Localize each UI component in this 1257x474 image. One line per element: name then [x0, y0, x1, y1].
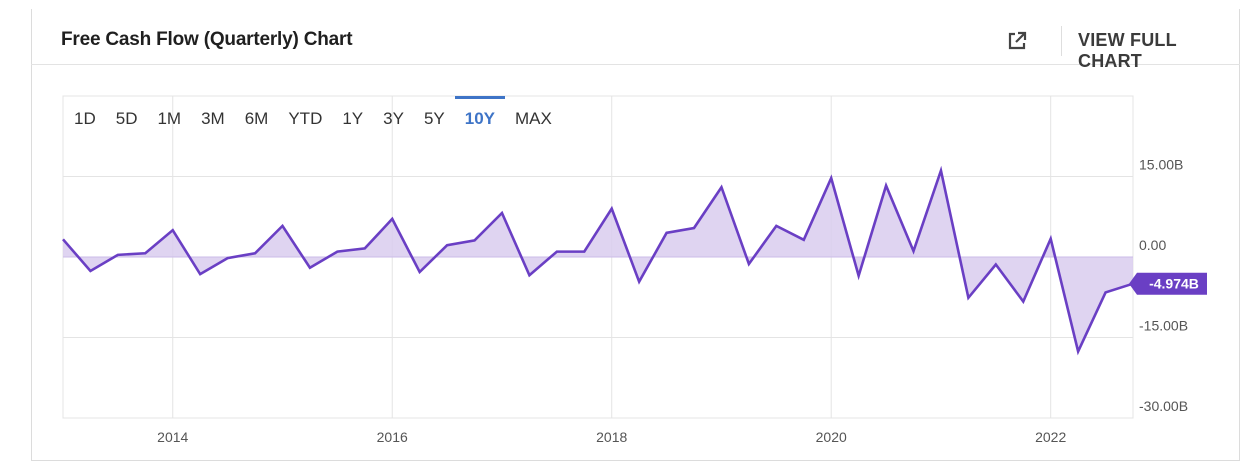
- data-point: [334, 249, 340, 255]
- view-full-chart-link[interactable]: VIEW FULL CHART: [1078, 30, 1177, 71]
- data-point: [252, 250, 258, 256]
- range-selector: 1D 5D 1M 3M 6M YTD 1Y 3Y 5Y 10Y MAX: [64, 96, 562, 136]
- data-point: [993, 262, 999, 268]
- y-tick-label: 0.00: [1139, 237, 1166, 253]
- y-tick-label: 15.00B: [1139, 157, 1183, 173]
- data-point: [526, 272, 532, 278]
- data-point: [170, 227, 176, 233]
- x-tick-label: 2022: [1035, 429, 1066, 445]
- last-value-badge: [1129, 272, 1207, 295]
- data-point: [664, 230, 670, 236]
- data-point: [225, 255, 231, 261]
- external-link-icon[interactable]: [1006, 30, 1028, 52]
- chart-axis-labels: 15.00B 0.00 -15.00B -30.00B 2014 2016 2018 2020…: [157, 157, 1188, 446]
- data-point: [746, 261, 752, 267]
- range-button-5d[interactable]: 5D: [115, 109, 138, 128]
- data-point: [965, 295, 971, 301]
- header-divider: [1061, 26, 1062, 56]
- y-tick-label: -15.00B: [1139, 318, 1188, 334]
- data-point: [417, 269, 423, 275]
- range-button-3m[interactable]: 3M: [201, 109, 225, 128]
- data-point: [883, 183, 889, 189]
- data-point: [1048, 236, 1054, 242]
- data-point: [279, 223, 285, 229]
- range-button-1m[interactable]: 1M: [157, 109, 182, 128]
- range-button-5y[interactable]: 5Y: [423, 109, 445, 128]
- last-value-label: -4.974B: [1149, 276, 1199, 292]
- range-button-3y[interactable]: 3Y: [383, 109, 404, 128]
- data-point: [636, 279, 642, 285]
- chart-title: Free Cash Flow (Quarterly) Chart: [61, 29, 353, 50]
- chart-area-series: [62, 165, 1134, 356]
- chart-marks: -4.974B: [60, 168, 1207, 354]
- data-point: [499, 210, 505, 216]
- data-point: [801, 237, 807, 243]
- data-point: [472, 237, 478, 243]
- range-button-1d[interactable]: 1D: [74, 109, 96, 128]
- series-line: [62, 165, 1134, 356]
- x-tick-label: 2016: [377, 429, 408, 445]
- chart-panel: [31, 9, 1240, 461]
- data-point: [307, 265, 313, 271]
- data-point: [115, 252, 121, 258]
- data-point: [1020, 299, 1026, 305]
- data-point: [60, 236, 66, 242]
- range-button-1y[interactable]: 1Y: [342, 109, 364, 128]
- data-point: [938, 168, 944, 174]
- data-point: [856, 273, 862, 279]
- data-point: [1103, 289, 1109, 295]
- x-tick-label: 2020: [816, 429, 847, 445]
- data-point: [197, 271, 203, 277]
- data-point: [142, 250, 148, 256]
- data-point: [828, 175, 834, 181]
- x-tick-label: 2014: [157, 429, 188, 445]
- range-button-ytd[interactable]: YTD: [288, 109, 323, 128]
- data-point: [87, 268, 93, 274]
- data-point: [444, 242, 450, 248]
- data-point: [554, 249, 560, 255]
- y-tick-label: -30.00B: [1139, 398, 1188, 414]
- data-point: [362, 245, 368, 251]
- range-button-10y[interactable]: 10Y: [454, 96, 506, 129]
- data-point: [718, 184, 724, 190]
- data-point: [691, 225, 697, 231]
- data-point: [773, 223, 779, 229]
- range-button-max[interactable]: MAX: [514, 109, 552, 128]
- chart-header: Free Cash Flow (Quarterly) Chart VIEW FU…: [31, 16, 1240, 71]
- data-point: [911, 248, 917, 254]
- data-point: [1075, 348, 1081, 354]
- data-point: [609, 206, 615, 212]
- range-button-6m[interactable]: 6M: [244, 109, 269, 128]
- data-point: [389, 216, 395, 222]
- x-tick-label: 2018: [596, 429, 627, 445]
- data-point: [581, 249, 587, 255]
